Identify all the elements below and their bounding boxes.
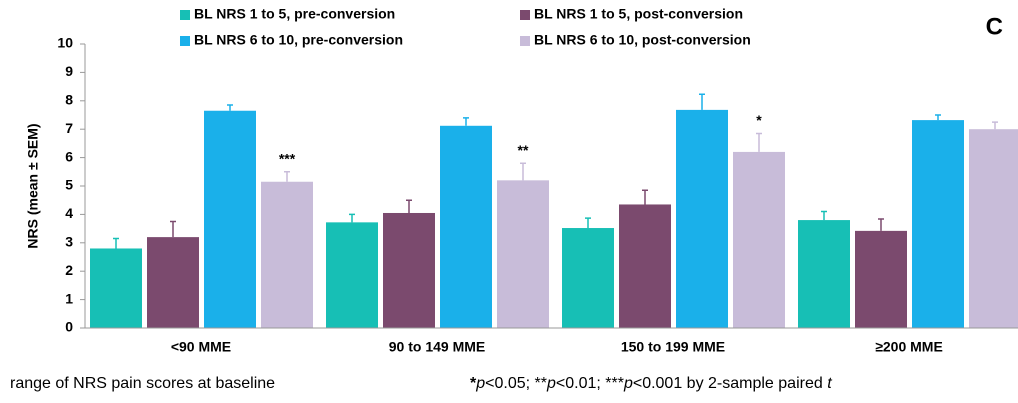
significance-label: **	[518, 142, 529, 158]
legend-label: BL NRS 1 to 5, pre-conversion	[194, 6, 395, 22]
bar	[619, 204, 671, 328]
bar	[969, 129, 1018, 328]
legend-swatch	[520, 36, 530, 46]
error-bar	[170, 222, 176, 238]
y-tick-label: 4	[65, 205, 73, 221]
y-tick-label: 3	[65, 234, 73, 250]
footnote-part: p	[475, 375, 485, 392]
error-bar	[113, 239, 119, 249]
error-bar	[821, 212, 827, 221]
bar	[204, 111, 256, 328]
error-bar	[349, 214, 355, 222]
error-bar	[699, 94, 705, 110]
legend-label: BL NRS 6 to 10, post-conversion	[534, 32, 751, 48]
bar	[383, 213, 435, 328]
error-bar	[935, 115, 941, 120]
error-bar	[642, 190, 648, 204]
error-bar	[227, 105, 233, 111]
bar	[261, 182, 313, 328]
panel-label: C	[986, 13, 1003, 40]
x-tick-label: 150 to 199 MME	[621, 339, 725, 355]
y-tick-label: 8	[65, 92, 73, 108]
error-bar	[463, 118, 469, 126]
y-tick-label: 1	[65, 290, 73, 306]
x-tick-label: ≥200 MME	[875, 339, 943, 355]
footnote-part: <0.01; ***	[556, 375, 624, 392]
legend-swatch	[520, 10, 530, 20]
significance-label: ***	[279, 151, 296, 167]
bar	[562, 228, 614, 328]
bar	[676, 110, 728, 328]
error-bar	[878, 219, 884, 231]
bar	[855, 231, 907, 328]
error-bar	[406, 200, 412, 213]
bar	[326, 222, 378, 328]
bar	[497, 180, 549, 328]
x-tick-label: <90 MME	[171, 339, 231, 355]
bar	[733, 152, 785, 328]
y-tick-label: 10	[57, 35, 73, 51]
error-bar	[756, 133, 762, 151]
bar	[912, 120, 964, 328]
footnote-left: range of NRS pain scores at baseline	[10, 375, 275, 392]
x-tick-label: 90 to 149 MME	[389, 339, 485, 355]
footnote-part: p	[623, 375, 633, 392]
footnote-part: <0.001 by 2-sample paired	[633, 375, 827, 392]
y-tick-label: 7	[65, 120, 73, 136]
footnote-right: *p<0.05; **p<0.01; ***p<0.001 by 2-sampl…	[470, 375, 832, 392]
y-tick-label: 9	[65, 63, 73, 79]
y-tick-label: 5	[65, 177, 73, 193]
bar	[90, 248, 142, 328]
y-tick-label: 6	[65, 148, 73, 164]
error-bar	[992, 122, 998, 129]
y-tick-label: 2	[65, 262, 73, 278]
bar	[147, 237, 199, 328]
footnote-part: t	[827, 375, 832, 392]
error-bar	[585, 218, 591, 228]
y-axis-label: NRS (mean ± SEM)	[25, 123, 41, 248]
legend-swatch	[180, 36, 190, 46]
significance-label: *	[756, 112, 762, 128]
footnote-part: <0.05; **	[485, 375, 547, 392]
bar	[798, 220, 850, 328]
legend-label: BL NRS 1 to 5, post-conversion	[534, 6, 743, 22]
legend-swatch	[180, 10, 190, 20]
footnote-part: p	[546, 375, 556, 392]
y-tick-label: 0	[65, 319, 73, 335]
legend-label: BL NRS 6 to 10, pre-conversion	[194, 32, 403, 48]
bar	[440, 126, 492, 328]
error-bar	[520, 163, 526, 180]
error-bar	[284, 172, 290, 182]
chart: C NRS (mean ± SEM) range of NRS pain sco…	[0, 0, 1018, 403]
page: {"chart_data": {"type": "bar", "panel_la…	[0, 0, 1018, 403]
